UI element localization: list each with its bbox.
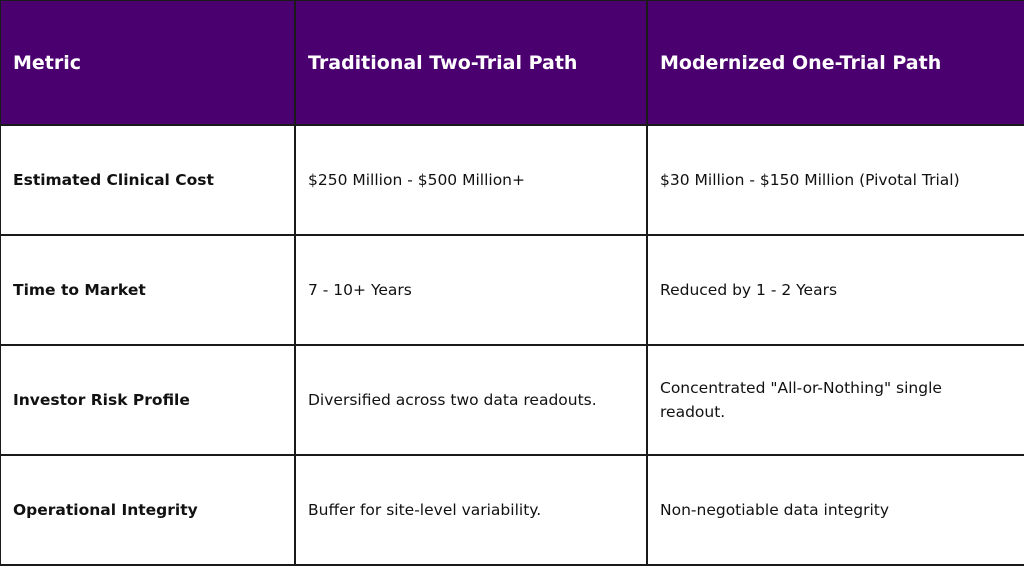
- value-cell: $30 Million - $150 Million (Pivotal Tria…: [646, 124, 1024, 236]
- value-cell: Non-negotiable data integrity: [646, 454, 1024, 566]
- metric-cell: Estimated Clinical Cost: [0, 124, 296, 236]
- table-row: Estimated Clinical Cost $250 Million - $5…: [0, 124, 1024, 236]
- header-row: Metric Traditional Two-Trial Path Modern…: [0, 0, 1024, 126]
- value-cell: Diversified across two data readouts.: [294, 344, 648, 456]
- value-cell: 7 - 10+ Years: [294, 234, 648, 346]
- table-row: Investor Risk Profile Diversified across …: [0, 344, 1024, 456]
- header-cell: Traditional Two-Trial Path: [294, 0, 648, 126]
- table-row: Operational Integrity Buffer for site-lev…: [0, 454, 1024, 566]
- value-cell: $250 Million - $500 Million+: [294, 124, 648, 236]
- value-cell: Buffer for site-level variability.: [294, 454, 648, 566]
- metric-cell: Investor Risk Profile: [0, 344, 296, 456]
- value-cell: Concentrated "All-or-Nothing" single rea…: [646, 344, 1024, 456]
- metric-cell: Operational Integrity: [0, 454, 296, 566]
- metric-cell: Time to Market: [0, 234, 296, 346]
- header-cell: Modernized One-Trial Path: [646, 0, 1024, 126]
- table-row: Time to Market 7 - 10+ Years Reduced by 1 …: [0, 234, 1024, 346]
- value-cell: Reduced by 1 - 2 Years: [646, 234, 1024, 346]
- table-body: Estimated Clinical Cost $250 Million - $5…: [0, 124, 1024, 566]
- header-cell: Metric: [0, 0, 296, 126]
